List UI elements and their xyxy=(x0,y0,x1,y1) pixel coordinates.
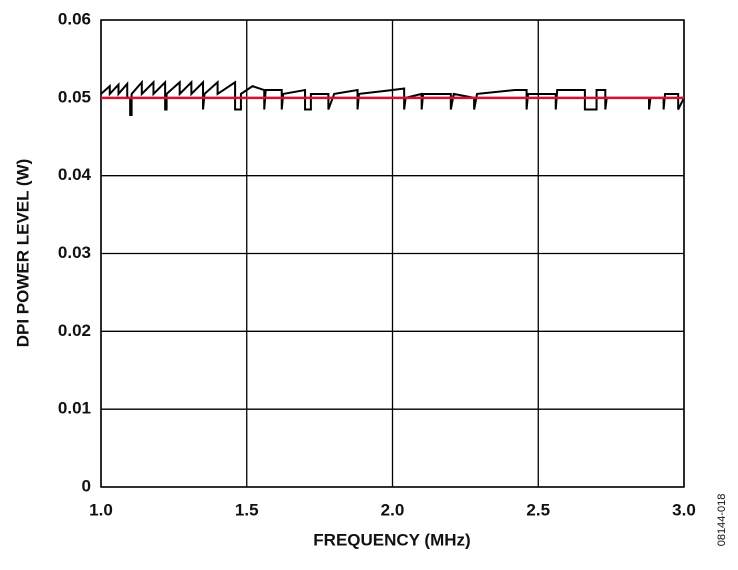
y-tick-label: 0.05 xyxy=(58,87,91,106)
y-tick-label: 0.06 xyxy=(58,9,91,28)
figure-id: 08144-018 xyxy=(716,494,728,547)
y-tick-label: 0.04 xyxy=(58,165,92,184)
data-line xyxy=(100,79,685,116)
plot-frame xyxy=(100,19,685,488)
x-tick-label: 2.0 xyxy=(381,500,405,519)
x-tick-label: 1.0 xyxy=(89,500,113,519)
y-tick-label: 0.03 xyxy=(58,243,91,262)
y-axis-label: DPI POWER LEVEL (W) xyxy=(13,159,32,348)
x-tick-label: 2.5 xyxy=(526,500,550,519)
x-tick-label: 1.5 xyxy=(235,500,259,519)
y-tick-label: 0 xyxy=(82,476,91,495)
y-tick-label: 0.02 xyxy=(58,321,91,340)
x-axis-label: FREQUENCY (MHz) xyxy=(313,530,470,549)
y-tick-label: 0.01 xyxy=(58,399,91,418)
x-tick-label: 3.0 xyxy=(672,500,696,519)
